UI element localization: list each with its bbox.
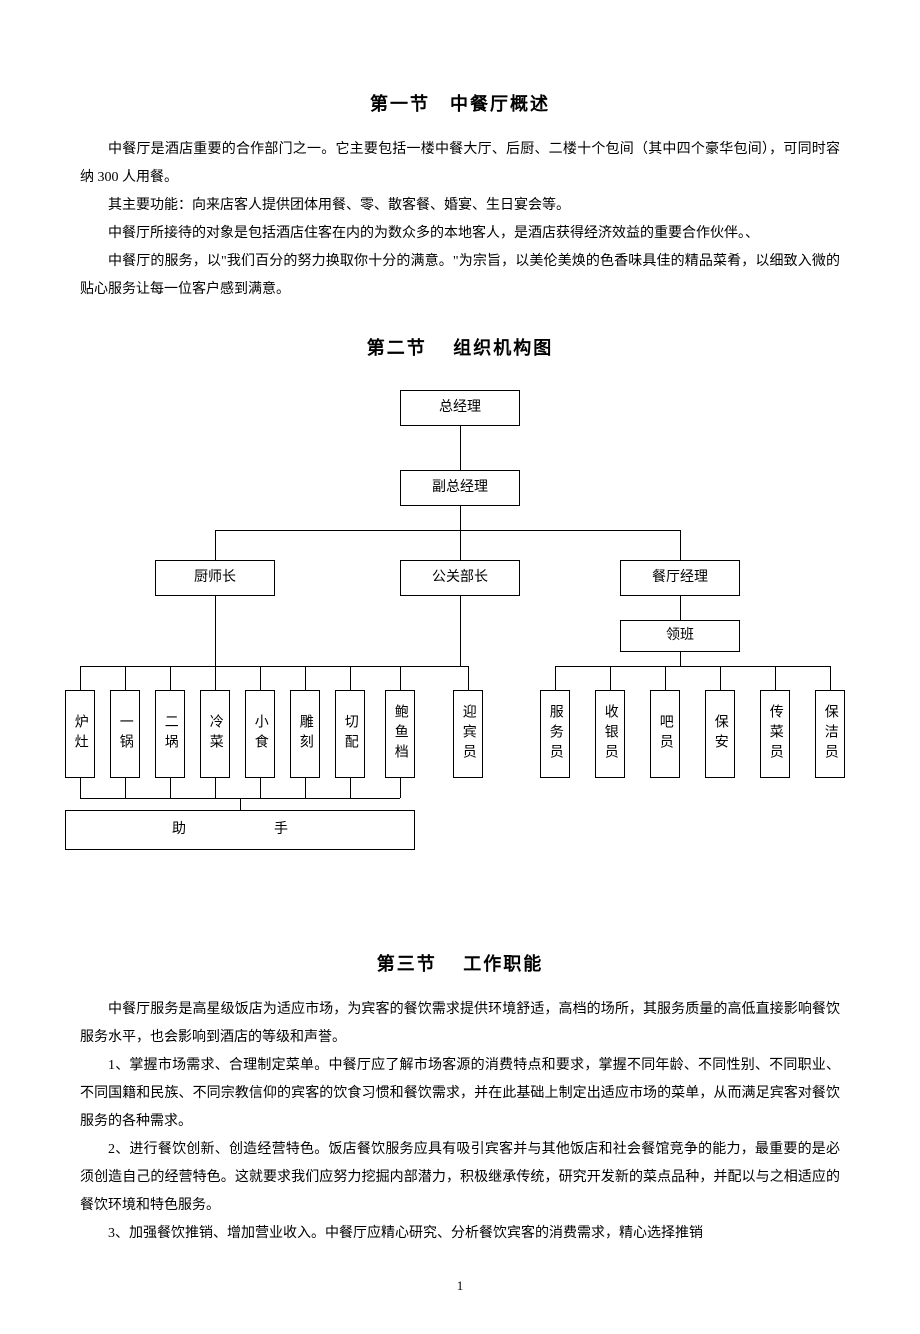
node-syy: 收银员 — [595, 690, 625, 778]
section2-title: 第二节 组织机构图 — [80, 334, 840, 360]
connector — [555, 666, 556, 690]
connector — [555, 666, 830, 667]
section1-title: 第一节 中餐厅概述 — [80, 90, 840, 116]
connector — [170, 778, 171, 798]
connector — [260, 666, 261, 690]
page-number: 1 — [80, 1278, 840, 1294]
node-eg: 二埚 — [155, 690, 185, 778]
node-lb: 领班 — [620, 620, 740, 652]
connector — [215, 596, 216, 666]
connector — [665, 666, 666, 690]
section3-para: 3、加强餐饮推销、增加营业收入。中餐厅应精心研究、分析餐饮宾客的消费需求，精心选… — [80, 1220, 840, 1248]
connector — [305, 666, 306, 690]
node-yby: 迎宾员 — [453, 690, 483, 778]
section3-title: 第三节 工作职能 — [80, 950, 840, 976]
connector — [400, 666, 468, 667]
node-bjy: 保洁员 — [815, 690, 845, 778]
connector — [215, 778, 216, 798]
node-ba: 保安 — [705, 690, 735, 778]
connector — [400, 666, 401, 690]
connector — [775, 666, 776, 690]
connector — [350, 666, 351, 690]
connector — [170, 666, 171, 690]
node-lc: 冷菜 — [200, 690, 230, 778]
node-chef: 厨师长 — [155, 560, 275, 596]
connector — [830, 666, 831, 690]
org-chart: 总经理 副总经理 厨师长 公关部长 餐厅经理 领班 炉灶 一锅 二埚 冷菜 小食… — [80, 390, 840, 920]
node-lz: 炉灶 — [65, 690, 95, 778]
node-rm: 餐厅经理 — [620, 560, 740, 596]
connector — [240, 798, 241, 810]
node-dk: 雕刻 — [290, 690, 320, 778]
node-gm: 总经理 — [400, 390, 520, 426]
connector — [680, 652, 681, 666]
node-byd: 鲍鱼档 — [385, 690, 415, 778]
connector — [720, 666, 721, 690]
node-pr: 公关部长 — [400, 560, 520, 596]
section1-para: 中餐厅是酒店重要的合作部门之一。它主要包括一楼中餐大厅、后厨、二楼十个包间（其中… — [80, 136, 840, 192]
connector — [400, 778, 401, 798]
connector — [305, 778, 306, 798]
section1-para: 其主要功能：向来店客人提供团体用餐、零、散客餐、婚宴、生日宴会等。 — [80, 192, 840, 220]
section1-para: 中餐厅所接待的对象是包括酒店住客在内的为数众多的本地客人，是酒店获得经济效益的重… — [80, 220, 840, 248]
section3-para: 中餐厅服务是高星级饭店为适应市场，为宾客的餐饮需求提供环境舒适，高档的场所，其服… — [80, 996, 840, 1052]
connector — [80, 778, 81, 798]
connector — [80, 666, 400, 667]
node-qp: 切配 — [335, 690, 365, 778]
node-by: 吧员 — [650, 690, 680, 778]
node-xs: 小食 — [245, 690, 275, 778]
connector — [460, 596, 461, 666]
connector — [610, 666, 611, 690]
connector — [80, 666, 81, 690]
node-helper: 助 手 — [65, 810, 415, 850]
connector — [460, 506, 461, 530]
node-dgm: 副总经理 — [400, 470, 520, 506]
connector — [680, 530, 681, 560]
connector — [260, 778, 261, 798]
connector — [215, 530, 680, 531]
connector — [215, 530, 216, 560]
section3-para: 2、进行餐饮创新、创造经营特色。饭店餐饮服务应具有吸引宾客并与其他饭店和社会餐馆… — [80, 1136, 840, 1220]
connector — [460, 530, 461, 560]
node-yg: 一锅 — [110, 690, 140, 778]
section1-para: 中餐厅的服务，以"我们百分的努力换取你十分的满意。"为宗旨，以美伦美焕的色香味具… — [80, 248, 840, 304]
connector — [125, 778, 126, 798]
connector — [680, 596, 681, 620]
connector — [215, 666, 216, 690]
connector — [460, 426, 461, 470]
section3-para: 1、掌握市场需求、合理制定菜单。中餐厅应了解市场客源的消费特点和要求，掌握不同年… — [80, 1052, 840, 1136]
connector — [468, 666, 469, 690]
connector — [350, 778, 351, 798]
node-fwy: 服务员 — [540, 690, 570, 778]
node-ccy: 传菜员 — [760, 690, 790, 778]
connector — [125, 666, 126, 690]
